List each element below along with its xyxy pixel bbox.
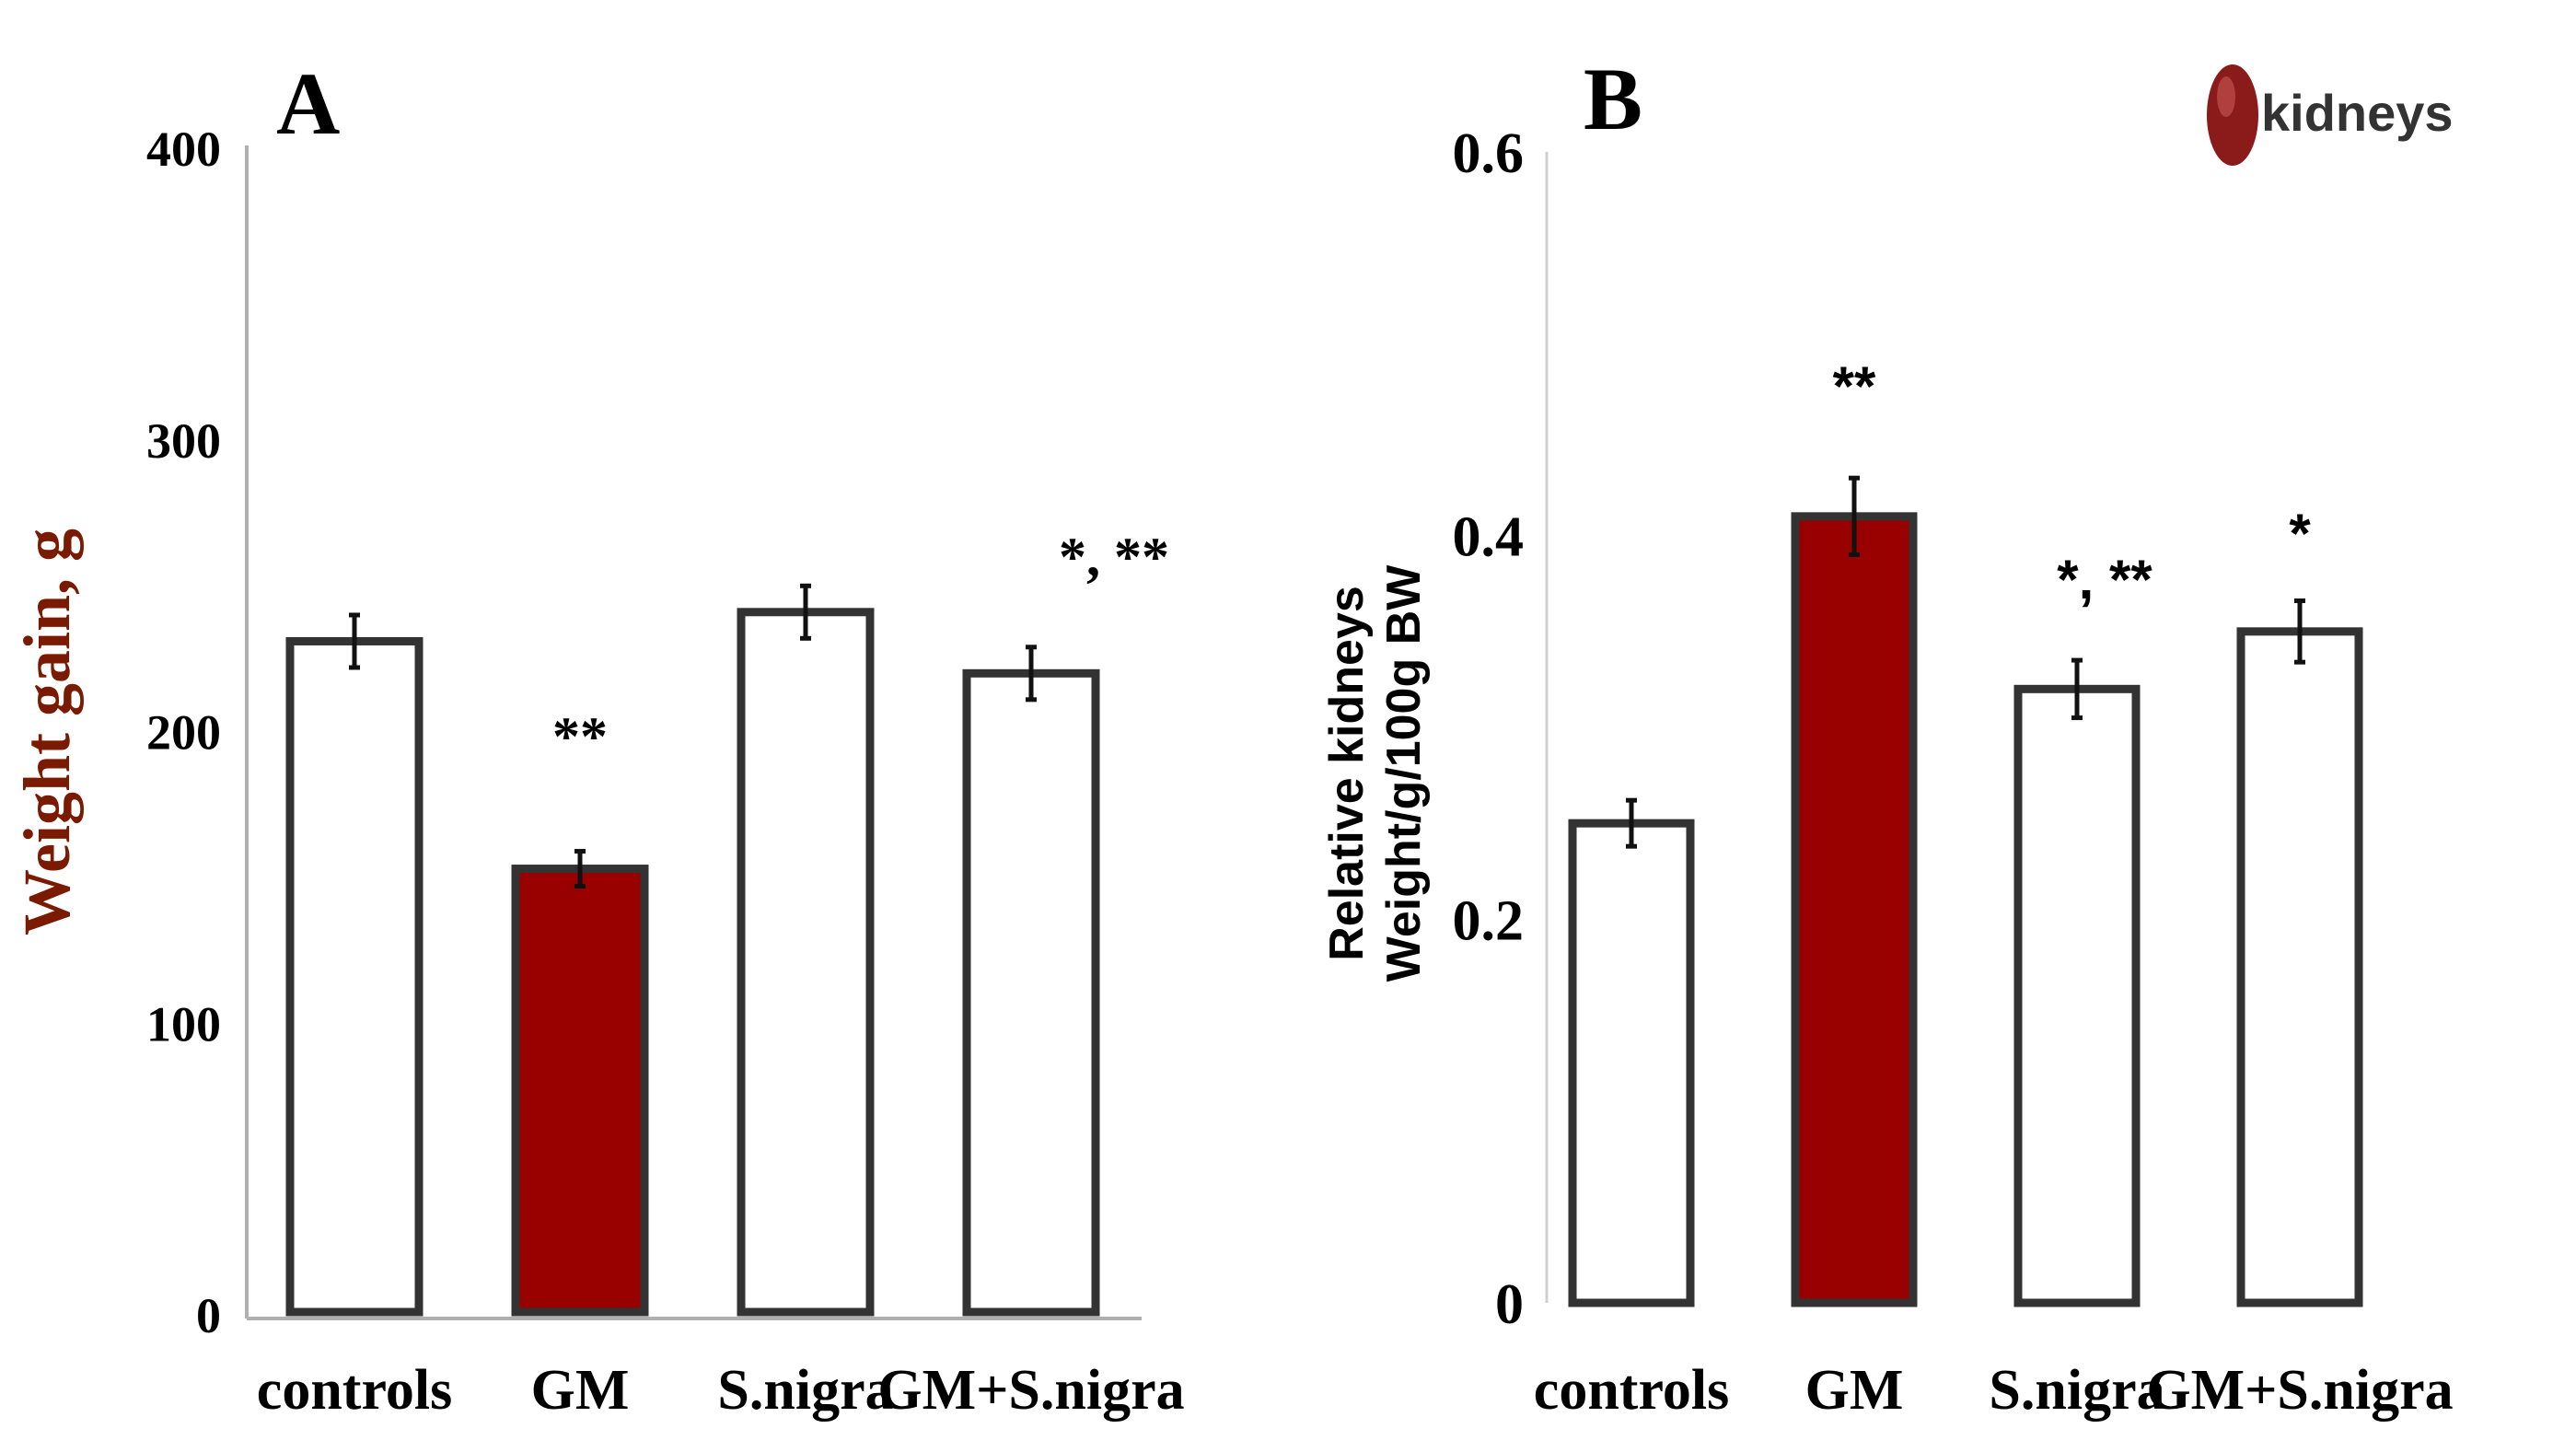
a-category-label: GM+S.nigra — [877, 1359, 1184, 1422]
kidneys-logo: kidneys — [2207, 64, 2454, 166]
b-bar-gm — [1791, 512, 1918, 1307]
b-category-label: controls — [1534, 1359, 1729, 1422]
b-bar-s-nigra — [2013, 684, 2141, 1307]
panel-a-bars — [285, 583, 1100, 1317]
b-bar-controls — [1568, 819, 1695, 1307]
b-bar-gm-s-nigra — [2236, 627, 2363, 1307]
b-category-label: GM — [1805, 1359, 1904, 1422]
panel-b-annotations: ** *, ** * — [1833, 355, 2312, 610]
a-y-tick-label: 100 — [146, 996, 221, 1051]
panel-b-title: B — [1584, 50, 1642, 148]
panel-b-y-ticks: 0 0.2 0.4 0.6 — [1453, 122, 1525, 1336]
panel-b: B kidneys Relative kidneys Weight/g/100g… — [1320, 50, 2454, 1422]
b-significance-label: ** — [1833, 355, 1876, 417]
kidney-icon-highlight — [2217, 76, 2235, 117]
panel-a-annotations: ** *, ** — [552, 527, 1169, 767]
a-y-tick-label: 400 — [146, 122, 221, 177]
panel-b-y-axis-label-line-1: Relative kidneys — [1320, 586, 1374, 961]
b-y-tick-label: 0.4 — [1453, 506, 1525, 569]
panel-a-y-axis-label: Weight gain, g — [10, 529, 84, 935]
a-significance-label: ** — [552, 706, 608, 767]
a-y-tick-label: 200 — [146, 705, 221, 761]
a-significance-label: *, ** — [1059, 527, 1169, 587]
panel-b-bars — [1568, 475, 2363, 1307]
kidneys-logo-text: kidneys — [2261, 84, 2454, 142]
b-y-tick-label: 0.2 — [1453, 889, 1525, 952]
panel-b-y-axis-label-line-2: Weight/g/100g BW — [1377, 564, 1431, 982]
panel-a-title: A — [276, 54, 340, 153]
b-y-tick-label: 0.6 — [1453, 122, 1525, 185]
panel-b-y-axis-label: Relative kidneys Weight/g/100g BW — [1320, 564, 1431, 982]
b-y-tick-label: 0 — [1495, 1273, 1524, 1336]
a-y-tick-label: 300 — [146, 413, 221, 469]
a-y-tick-label: 0 — [196, 1288, 221, 1343]
a-bar-gm-s-nigra — [962, 668, 1100, 1317]
kidney-icon — [2207, 64, 2258, 166]
b-category-label: S.nigra — [1989, 1359, 2164, 1422]
b-category-label: GM+S.nigra — [2146, 1359, 2453, 1422]
a-category-label: controls — [257, 1359, 452, 1422]
a-category-label: GM — [531, 1359, 630, 1422]
panel-a-y-ticks: 0 100 200 300 400 — [146, 122, 221, 1343]
b-significance-label: *, ** — [2057, 549, 2152, 610]
panel-a: A Weight gain, g 0 100 200 300 400 controls G… — [10, 54, 1185, 1422]
b-significance-label: * — [2289, 503, 2311, 564]
a-bar-controls — [285, 636, 424, 1317]
a-bar-gm — [511, 865, 649, 1317]
a-category-label: S.nigra — [717, 1359, 893, 1422]
a-bar-s-nigra — [737, 608, 875, 1317]
